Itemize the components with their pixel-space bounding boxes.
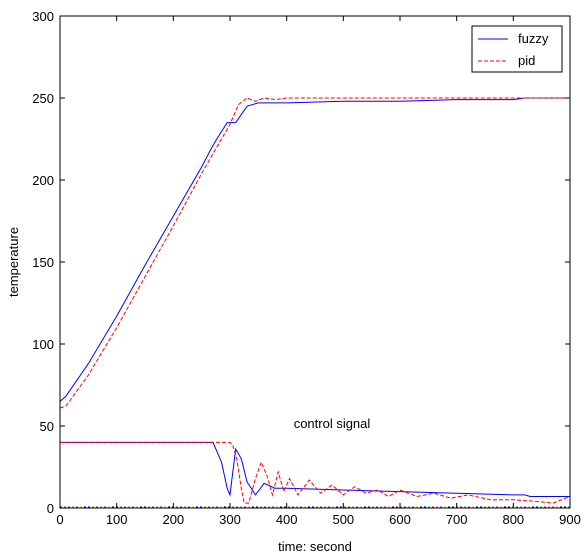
plot-area: [60, 16, 570, 508]
y-tick-label: 150: [32, 255, 54, 270]
y-tick-label: 250: [32, 91, 54, 106]
x-tick-label: 300: [219, 512, 241, 527]
y-tick-label: 100: [32, 337, 54, 352]
x-tick-label: 200: [162, 512, 184, 527]
x-tick-label: 800: [502, 512, 524, 527]
y-tick-label: 0: [47, 501, 54, 516]
control-signal-annotation: control signal: [294, 416, 371, 431]
legend-box: [471, 25, 563, 73]
y-tick-label: 300: [32, 9, 54, 24]
legend-label-fuzzy: fuzzy: [518, 31, 549, 46]
x-tick-label: 700: [446, 512, 468, 527]
x-axis-label: time: second: [278, 539, 352, 554]
legend: fuzzy pid: [471, 25, 563, 73]
y-axis-label: temperature: [6, 227, 21, 297]
series-fuzzy-temperature-line: [59, 97, 570, 402]
series-layer: [59, 97, 571, 508]
y-axis: 0 50 100 150 200 250 300: [32, 9, 570, 516]
x-tick-label: 600: [389, 512, 411, 527]
series-fuzzy-control-signal-line: [60, 441, 570, 497]
x-tick-label: 400: [276, 512, 298, 527]
legend-label-pid: pid: [518, 53, 535, 68]
y-tick-label: 50: [40, 419, 54, 434]
series-pid-control-signal-line: [60, 441, 571, 504]
x-axis: 0 100 200 300 400 500 600 700 800 900: [56, 16, 581, 527]
x-tick-label: 0: [56, 512, 63, 527]
series-pid-temperature-line: [59, 97, 570, 409]
y-tick-label: 200: [32, 173, 54, 188]
x-tick-label: 900: [559, 512, 581, 527]
x-tick-label: 500: [332, 512, 354, 527]
x-tick-label: 100: [106, 512, 128, 527]
